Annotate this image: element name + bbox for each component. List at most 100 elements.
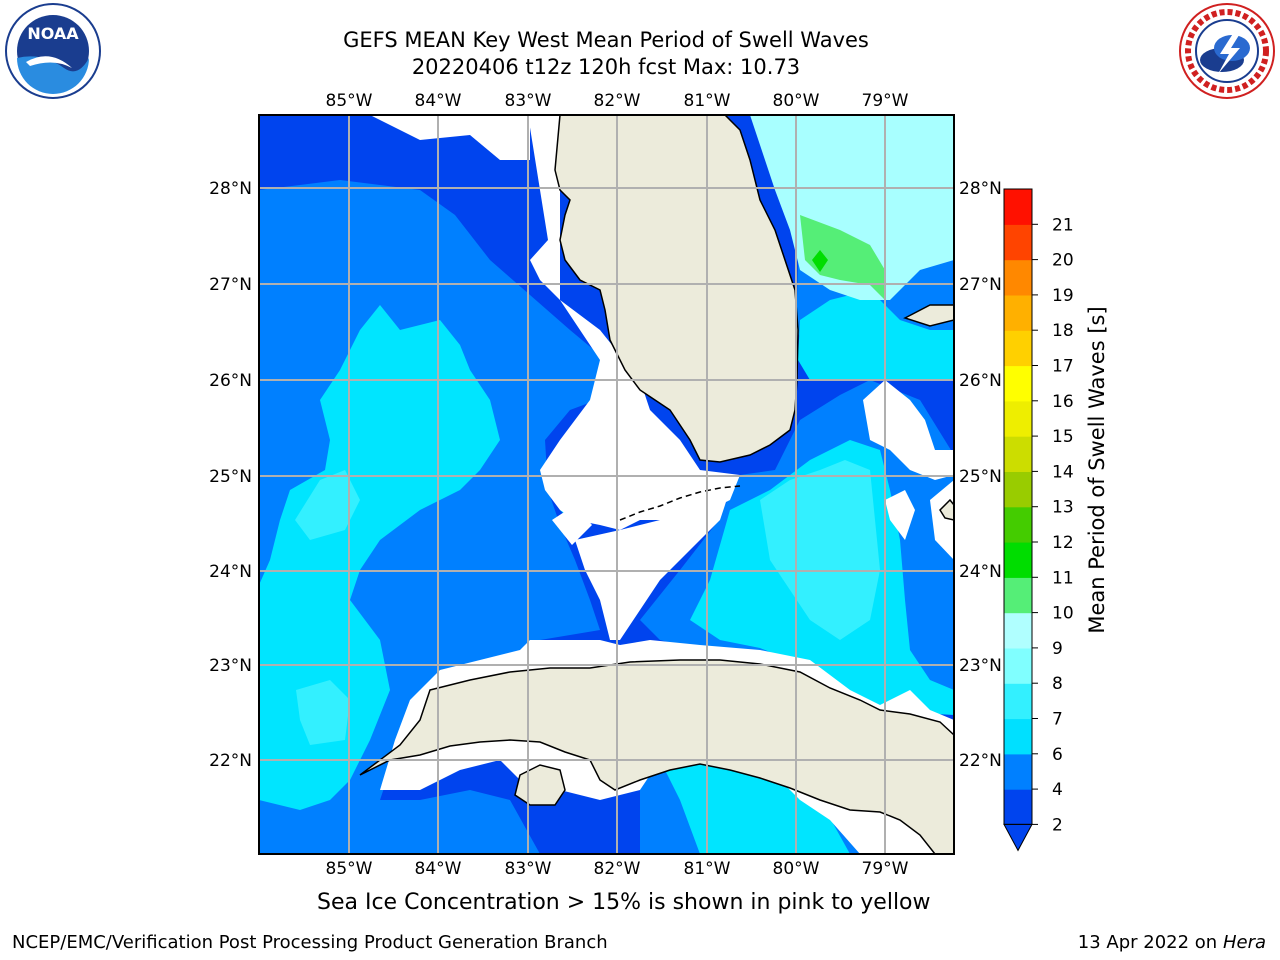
colorbar-tick-label: 12 bbox=[1052, 533, 1074, 553]
colorbar-tick-label: 20 bbox=[1052, 251, 1074, 271]
lon-labels-top: 85°W 84°W 83°W 82°W 81°W 80°W 79°W bbox=[326, 91, 909, 111]
footer-date-text: 13 Apr 2022 on bbox=[1077, 932, 1223, 953]
land-florida bbox=[554, 115, 799, 463]
lat-label: 24°N bbox=[959, 562, 1002, 582]
footer-host: Hera bbox=[1222, 932, 1266, 953]
colorbar-segment bbox=[1004, 542, 1032, 578]
lat-label: 23°N bbox=[209, 656, 252, 676]
footer-branch: NCEP/EMC/Verification Post Processing Pr… bbox=[12, 932, 608, 953]
lon-labels-bottom: 85°W 84°W 83°W 82°W 81°W 80°W 79°W bbox=[326, 859, 909, 879]
contour-4-6-ne bbox=[798, 290, 954, 380]
lon-label: 83°W bbox=[505, 859, 552, 879]
lat-label: 23°N bbox=[959, 656, 1002, 676]
chart-title: GEFS MEAN Key West Mean Period of Swell … bbox=[343, 28, 869, 52]
colorbar-tick-label: 13 bbox=[1052, 498, 1074, 518]
lat-label: 28°N bbox=[209, 179, 252, 199]
lat-labels-right: 28°N 27°N 26°N 25°N 24°N 23°N 22°N bbox=[959, 179, 1002, 771]
land-andros bbox=[939, 498, 954, 521]
colorbar-segment bbox=[1004, 789, 1032, 825]
mask-bahamas-2 bbox=[885, 490, 915, 540]
contour-9-10 bbox=[800, 215, 885, 300]
colorbar-segment bbox=[1004, 294, 1032, 331]
lat-label: 25°N bbox=[209, 467, 252, 487]
lat-label: 28°N bbox=[959, 179, 1002, 199]
colorbar-segment bbox=[1004, 577, 1032, 614]
colorbar-segment bbox=[1004, 365, 1032, 402]
colorbar-tick-label: 15 bbox=[1052, 427, 1074, 447]
lon-label: 84°W bbox=[415, 859, 462, 879]
lon-label: 85°W bbox=[326, 91, 373, 111]
colorbar-tick-label: 4 bbox=[1052, 780, 1063, 800]
land-keys bbox=[619, 485, 741, 521]
colorbar-tick-label: 14 bbox=[1052, 462, 1074, 482]
sea-ice-caption: Sea Ice Concentration > 15% is shown in … bbox=[317, 890, 931, 915]
colorbar-extend-arrow bbox=[1003, 823, 1033, 852]
colorbar-tick-label: 16 bbox=[1052, 392, 1074, 412]
colorbar-tick-label: 9 bbox=[1052, 639, 1063, 659]
contour-6-7 bbox=[295, 470, 360, 540]
colorbar-segment bbox=[1004, 612, 1032, 649]
colorbar-tick-label: 2 bbox=[1052, 815, 1063, 835]
contour-7-9 bbox=[750, 115, 954, 300]
lon-label: 82°W bbox=[594, 91, 641, 111]
map-grid bbox=[259, 115, 954, 854]
land-cuba bbox=[359, 659, 954, 854]
lat-label: 22°N bbox=[209, 751, 252, 771]
colorbar-segment bbox=[1004, 506, 1032, 543]
colorbar-segment bbox=[1004, 259, 1032, 296]
map-area bbox=[259, 115, 954, 854]
colorbar-tick-label: 21 bbox=[1052, 215, 1074, 235]
lat-label: 26°N bbox=[959, 371, 1002, 391]
contour-10-11 bbox=[812, 250, 828, 272]
lat-label: 24°N bbox=[209, 562, 252, 582]
lon-label: 85°W bbox=[326, 859, 373, 879]
mask-keys-islet bbox=[552, 505, 592, 545]
footer-date: 13 Apr 2022 on Hera bbox=[1078, 932, 1266, 953]
colorbar-segment bbox=[1004, 400, 1032, 437]
lon-label: 80°W bbox=[773, 859, 820, 879]
mask-nw bbox=[370, 115, 530, 160]
contour-6-7-west bbox=[296, 680, 350, 745]
colorbar-tick-label: 7 bbox=[1052, 710, 1063, 730]
svg-text:NOAA: NOAA bbox=[27, 24, 79, 43]
lon-label: 81°W bbox=[684, 91, 731, 111]
noaa-logo: NOAA bbox=[5, 3, 101, 99]
colorbar-segment bbox=[1004, 718, 1032, 755]
colorbar-tick-label: 8 bbox=[1052, 674, 1063, 694]
colorbar-label: Mean Period of Swell Waves [s] bbox=[1085, 306, 1109, 634]
colorbar-tick-label: 11 bbox=[1052, 568, 1074, 588]
lat-labels-left: 28°N 27°N 26°N 25°N 24°N 23°N 22°N bbox=[209, 179, 252, 771]
colorbar-tick-label: 18 bbox=[1052, 321, 1074, 341]
colorbar-tick-label: 19 bbox=[1052, 286, 1074, 306]
lon-label: 79°W bbox=[862, 91, 909, 111]
lon-label: 81°W bbox=[684, 859, 731, 879]
mask-bahamas-3 bbox=[930, 480, 954, 560]
lon-label: 84°W bbox=[415, 91, 462, 111]
land-grand-bahama bbox=[903, 304, 954, 327]
colorbar-tick-label: 17 bbox=[1052, 357, 1074, 377]
colorbar-segment bbox=[1004, 683, 1032, 720]
colorbar-segment bbox=[1004, 471, 1032, 508]
colorbar-tick-label: 6 bbox=[1052, 745, 1063, 765]
colorbar-segment bbox=[1004, 224, 1032, 261]
colorbar: 2 4 6 7 8 9 10 11 12 13 14 15 16 17 18 19 20 21 bbox=[1003, 188, 1074, 852]
lon-label: 80°W bbox=[773, 91, 820, 111]
chart-subtitle: 20220406 t12z 120h fcst Max: 10.73 bbox=[411, 55, 801, 79]
colorbar-segment bbox=[1004, 647, 1032, 684]
lat-label: 27°N bbox=[959, 275, 1002, 295]
contour-6-7-east bbox=[760, 460, 880, 640]
colorbar-segment bbox=[1004, 436, 1032, 472]
lat-label: 22°N bbox=[959, 751, 1002, 771]
nws-logo bbox=[1179, 3, 1275, 99]
lon-label: 83°W bbox=[505, 91, 552, 111]
lat-label: 25°N bbox=[959, 467, 1002, 487]
colorbar-segment bbox=[1004, 753, 1032, 790]
lat-label: 27°N bbox=[209, 275, 252, 295]
mask-fl-west bbox=[528, 115, 740, 530]
map-frame bbox=[258, 114, 955, 855]
colorbar-segment bbox=[1004, 330, 1032, 367]
lon-label: 79°W bbox=[862, 859, 909, 879]
colorbar-tick-label: 10 bbox=[1052, 604, 1074, 624]
colorbar-segment bbox=[1004, 189, 1032, 225]
